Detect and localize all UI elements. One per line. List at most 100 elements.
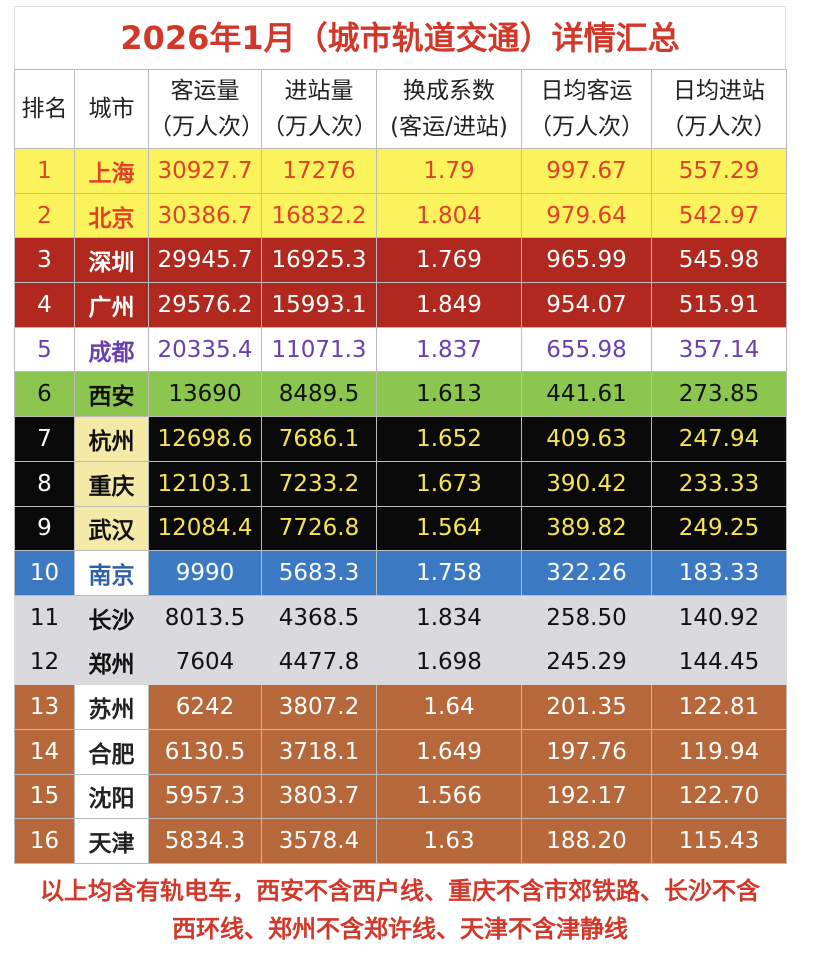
table-row: 16 天津 5834.3 3578.4 1.63 188.20 115.43	[14, 818, 787, 864]
table-cell: 10	[14, 550, 75, 596]
table-cell: 997.67	[521, 148, 652, 194]
table-row: 8 重庆 12103.1 7233.2 1.673 390.42 233.33	[14, 460, 787, 507]
header-text: 日均进站	[673, 78, 765, 104]
table-cell: 7	[14, 416, 75, 462]
header-text: 客运量	[170, 78, 240, 104]
table-row: 1 上海 30927.7 17276 1.79 997.67 557.29	[14, 148, 787, 194]
table-row: 6 西安 13690 8489.5 1.613 441.61 273.85	[14, 371, 787, 418]
table-cell: 144.45	[651, 639, 787, 686]
header-row: 排名 城市 客运量 （万人次） 进站量 （万人次） 换成系数 (客运/进站) 日均客运 （万人次）…	[14, 69, 787, 149]
table-cell: 16925.3	[261, 237, 377, 284]
table-row: 12 郑州 7604 4477.8 1.698 245.29 144.45	[14, 639, 787, 686]
table-cell: 11071.3	[261, 326, 377, 373]
table-cell: 广州	[74, 282, 149, 328]
table-cell: 6130.5	[148, 728, 262, 775]
table-cell: 390.42	[521, 460, 652, 507]
table-cell: 1.63	[376, 818, 522, 864]
header-text: （万人次）	[262, 114, 377, 140]
table-cell: 557.29	[651, 148, 787, 194]
title: 2026年1月（城市轨道交通）详情汇总	[14, 6, 786, 69]
table-cell: 8	[14, 460, 75, 507]
table-cell: 258.50	[521, 594, 652, 641]
table-cell: 192.17	[521, 773, 652, 820]
column-header: 进站量 （万人次）	[261, 69, 377, 149]
table-cell: 长沙	[74, 594, 149, 641]
header-text: 城市	[88, 96, 135, 122]
table-row: 10 南京 9990 5683.3 1.758 322.26 183.33	[14, 550, 787, 596]
table-cell: 7604	[148, 639, 262, 686]
table-cell: 3807.2	[261, 684, 377, 730]
table-cell: 15	[14, 773, 75, 820]
table-row: 2 北京 30386.7 16832.2 1.804 979.64 542.97	[14, 192, 787, 239]
table-cell: 5834.3	[148, 818, 262, 864]
table-cell: 上海	[74, 148, 149, 194]
table-cell: 1.849	[376, 282, 522, 328]
table-cell: 542.97	[651, 192, 787, 239]
table-cell: 8489.5	[261, 371, 377, 418]
header-text: 换成系数	[403, 78, 495, 104]
table-cell: 249.25	[651, 505, 787, 552]
table-cell: 1.758	[376, 550, 522, 596]
table-cell: 954.07	[521, 282, 652, 328]
table-cell: 1.769	[376, 237, 522, 284]
column-header: 客运量 （万人次）	[148, 69, 264, 149]
table-cell: 成都	[74, 326, 149, 373]
table-cell: 1.837	[376, 326, 522, 373]
table-cell: 1	[14, 148, 75, 194]
table-cell: 1.673	[376, 460, 522, 507]
table-cell: 183.33	[651, 550, 787, 596]
table-cell: 南京	[74, 550, 149, 596]
table-cell: 655.98	[521, 326, 652, 373]
table-cell: 30927.7	[148, 148, 262, 194]
table-cell: 1.652	[376, 416, 522, 462]
table-cell: 233.33	[651, 460, 787, 507]
column-header: 城市	[74, 69, 149, 149]
table-row: 4 广州 29576.2 15993.1 1.849 954.07 515.91	[14, 282, 787, 328]
column-header: 日均客运 （万人次）	[521, 69, 652, 149]
table-cell: 1.804	[376, 192, 522, 239]
table-cell: 409.63	[521, 416, 652, 462]
table-cell: 6	[14, 371, 75, 418]
header-text: （万人次）	[149, 114, 264, 140]
table-cell: 1.649	[376, 728, 522, 775]
table-row: 14 合肥 6130.5 3718.1 1.649 197.76 119.94	[14, 728, 787, 775]
table-cell: 1.613	[376, 371, 522, 418]
table-row: 13 苏州 6242 3807.2 1.64 201.35 122.81	[14, 684, 787, 730]
table-cell: 979.64	[521, 192, 652, 239]
table-cell: 965.99	[521, 237, 652, 284]
data-table: 排名 城市 客运量 （万人次） 进站量 （万人次） 换成系数 (客运/进站) 日均客运 （万人次）…	[14, 69, 787, 864]
header-text: （万人次）	[529, 114, 644, 140]
column-header: 排名	[14, 69, 75, 149]
table-cell: 9990	[148, 550, 262, 596]
header-text: （万人次）	[661, 114, 777, 140]
table-cell: 天津	[74, 818, 149, 864]
table-cell: 17276	[261, 148, 377, 194]
table-cell: 188.20	[521, 818, 652, 864]
table-cell: 5683.3	[261, 550, 377, 596]
table-cell: 1.564	[376, 505, 522, 552]
column-header: 日均进站 （万人次）	[651, 69, 787, 149]
table-cell: 杭州	[74, 416, 149, 462]
table-cell: 441.61	[521, 371, 652, 418]
table-cell: 3	[14, 237, 75, 284]
table-cell: 4477.8	[261, 639, 377, 686]
table-row: 9 武汉 12084.4 7726.8 1.564 389.82 249.25	[14, 505, 787, 552]
table-cell: 西安	[74, 371, 149, 418]
table-cell: 北京	[74, 192, 149, 239]
table-cell: 20335.4	[148, 326, 262, 373]
table-cell: 12698.6	[148, 416, 262, 462]
table-cell: 沈阳	[74, 773, 149, 820]
header-text: 进站量	[284, 78, 354, 104]
table-row: 15 沈阳 5957.3 3803.7 1.566 192.17 122.70	[14, 773, 787, 820]
table-cell: 郑州	[74, 639, 149, 686]
table-cell: 深圳	[74, 237, 149, 284]
table-cell: 12084.4	[148, 505, 262, 552]
table-cell: 122.81	[651, 684, 787, 730]
table-cell: 3718.1	[261, 728, 377, 775]
table-cell: 1.834	[376, 594, 522, 641]
table-cell: 1.566	[376, 773, 522, 820]
table-cell: 2	[14, 192, 75, 239]
header-text: 排名	[21, 96, 68, 122]
table-cell: 30386.7	[148, 192, 262, 239]
